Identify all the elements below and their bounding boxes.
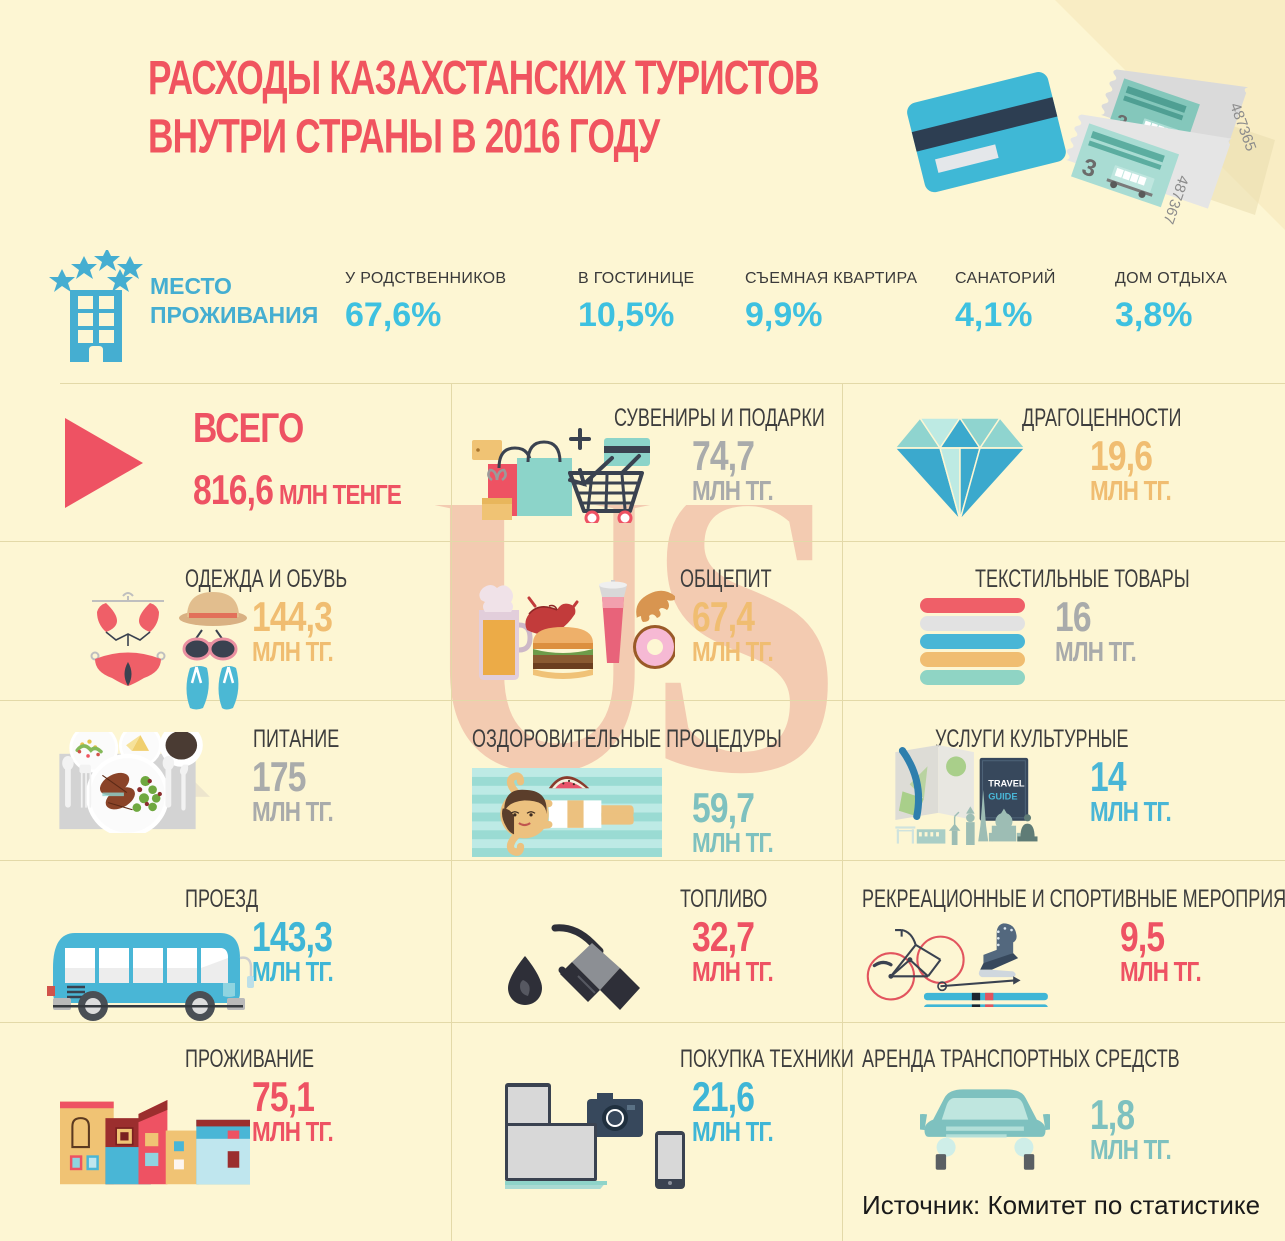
svg-text:TRAVEL: TRAVEL (988, 778, 1025, 788)
svg-text:GUIDE: GUIDE (988, 791, 1017, 801)
